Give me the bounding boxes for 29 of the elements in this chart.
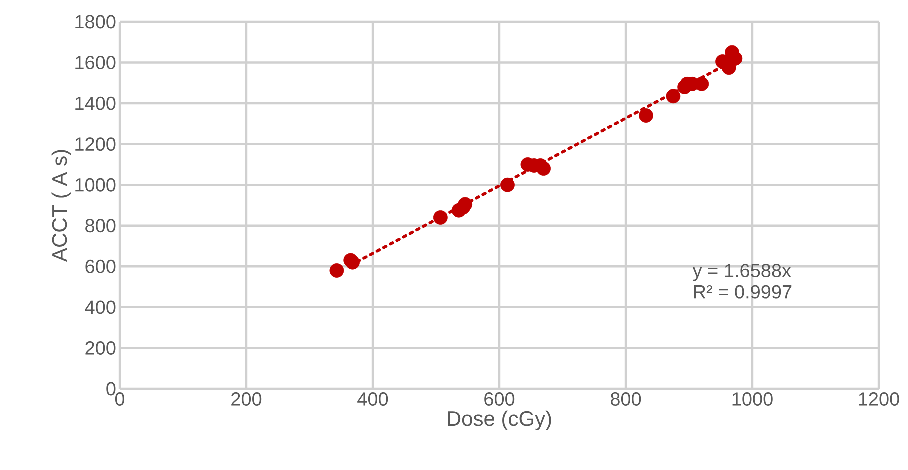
y-tick-label: 1000 (76, 178, 116, 192)
point (500, 178, 515, 192)
point (666, 89, 681, 104)
y-tick-label: 600 (86, 260, 116, 274)
x-tick-label: 0 (115, 392, 125, 406)
x-axis-title: Dose (cGy) (448, 410, 552, 430)
x-tick-label: 600 (484, 392, 515, 406)
x-tick-label: 1200 (859, 392, 900, 406)
y-axis-title: ACCT ( A s) (52, 150, 72, 262)
x-tick-label: 800 (610, 392, 642, 406)
y-tick-label: 1800 (76, 15, 116, 29)
y-tick-label: 1600 (76, 56, 116, 70)
point (728, 51, 743, 66)
y-tick-label: 800 (86, 219, 116, 233)
y-tick-label: 1200 (76, 138, 116, 152)
point (536, 162, 551, 176)
x-tick-label: 200 (232, 392, 262, 406)
annotation: R² = 0.9997 (694, 285, 792, 299)
point (458, 197, 473, 212)
x-tick-label: 1000 (732, 392, 773, 406)
point (330, 264, 344, 278)
point (639, 108, 654, 123)
point (433, 210, 448, 225)
x-tick-label: 400 (358, 392, 388, 406)
y-tick-label: 1400 (76, 96, 116, 110)
annotation: y = 1.6588x (692, 264, 792, 282)
y-tick-label: 200 (86, 341, 116, 355)
y-tick-label: 0 (106, 382, 116, 396)
y-tick-label: 400 (85, 300, 116, 314)
